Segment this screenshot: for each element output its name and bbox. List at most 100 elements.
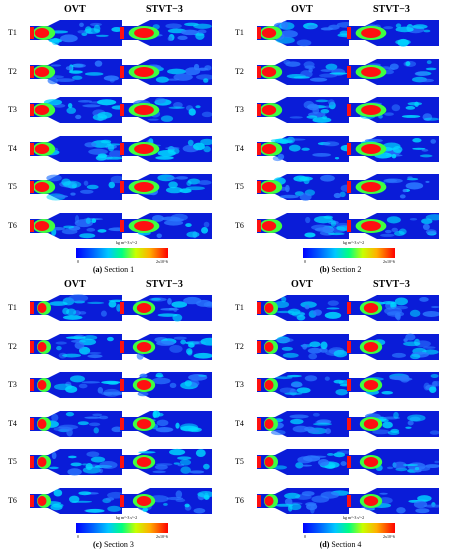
contour-panel bbox=[120, 211, 212, 241]
subfigure-caption: (b) Section 2 bbox=[227, 265, 454, 274]
colorbar-unit: kg m^-3 s^-2 bbox=[116, 515, 138, 520]
caption-text: Section 4 bbox=[329, 540, 362, 549]
contour-panel bbox=[120, 172, 212, 202]
contour-panel bbox=[30, 57, 122, 87]
colorbar bbox=[76, 248, 168, 258]
column-heading: OVT bbox=[64, 279, 86, 290]
contour-panel bbox=[347, 95, 439, 125]
contour-panel bbox=[257, 172, 349, 202]
caption-text: Section 2 bbox=[329, 265, 362, 274]
column-heading: STVT−3 bbox=[146, 4, 183, 15]
row-label: T2 bbox=[235, 341, 244, 351]
column-heading: OVT bbox=[64, 4, 86, 15]
contour-panel bbox=[30, 332, 122, 362]
contour-panel bbox=[257, 370, 349, 400]
contour-panel bbox=[347, 370, 439, 400]
colorbar-unit: kg m^-3 s^-2 bbox=[116, 240, 138, 245]
colorbar-min-label: 0 bbox=[77, 259, 79, 264]
row-label: T4 bbox=[8, 418, 17, 428]
contour-panel bbox=[347, 134, 439, 164]
contour-panel bbox=[30, 18, 122, 48]
row-label: T6 bbox=[235, 220, 244, 230]
contour-panel bbox=[120, 486, 212, 516]
contour-panel bbox=[30, 447, 122, 477]
row-label: T1 bbox=[8, 28, 17, 37]
colorbar-min-label: 0 bbox=[77, 534, 79, 539]
contour-panel bbox=[347, 447, 439, 477]
caption-tag: (b) bbox=[319, 265, 330, 274]
contour-panel bbox=[257, 18, 349, 48]
column-heading: OVT bbox=[291, 4, 313, 15]
colorbar bbox=[303, 248, 395, 258]
colorbar-unit: kg m^-3 s^-2 bbox=[343, 240, 365, 245]
column-heading: OVT bbox=[291, 279, 313, 290]
row-label: T2 bbox=[8, 341, 17, 351]
row-label: T2 bbox=[8, 66, 17, 76]
row-label: T1 bbox=[235, 28, 244, 37]
contour-panel bbox=[257, 95, 349, 125]
row-label: T5 bbox=[235, 182, 244, 191]
contour-panel bbox=[30, 370, 122, 400]
contour-panel bbox=[257, 409, 349, 439]
row-label: T6 bbox=[8, 495, 17, 505]
row-label: T6 bbox=[8, 220, 17, 230]
caption-tag: (a) bbox=[92, 265, 103, 274]
row-label: T1 bbox=[235, 303, 244, 312]
contour-panel bbox=[257, 57, 349, 87]
row-label: T4 bbox=[235, 418, 244, 428]
contour-panel bbox=[257, 332, 349, 362]
contour-panel bbox=[30, 409, 122, 439]
row-label: T3 bbox=[8, 380, 17, 389]
subfigure-caption: (a) Section 1 bbox=[0, 265, 227, 274]
quadrant-section-2: OVT STVT−3 T1 T2 T3 T4 T5 T6 kg m^-3 s^-2 0 2x10^6… bbox=[227, 0, 454, 275]
row-label: T4 bbox=[235, 143, 244, 153]
contour-panel bbox=[347, 293, 439, 323]
contour-panel bbox=[257, 447, 349, 477]
contour-panel bbox=[120, 332, 212, 362]
contour-panel bbox=[120, 95, 212, 125]
row-label: T5 bbox=[8, 457, 17, 466]
contour-panel bbox=[347, 172, 439, 202]
colorbar-max-label: 2x10^6 bbox=[383, 259, 395, 264]
row-label: T5 bbox=[235, 457, 244, 466]
quadrant-section-3: OVT STVT−3 T1 T2 T3 T4 T5 T6 kg m^-3 s^-2 0 2x10^6… bbox=[0, 275, 227, 550]
row-label: T2 bbox=[235, 66, 244, 76]
contour-panel bbox=[347, 486, 439, 516]
caption-tag: (c) bbox=[93, 540, 102, 549]
subfigure-caption: (c) Section 3 bbox=[0, 540, 227, 549]
caption-text: Section 1 bbox=[102, 265, 135, 274]
contour-panel bbox=[30, 134, 122, 164]
colorbar-max-label: 2x10^6 bbox=[156, 259, 168, 264]
contour-panel bbox=[347, 409, 439, 439]
column-heading: STVT−3 bbox=[373, 279, 410, 290]
row-label: T5 bbox=[8, 182, 17, 191]
contour-panel bbox=[347, 18, 439, 48]
colorbar-min-label: 0 bbox=[304, 259, 306, 264]
contour-panel bbox=[120, 57, 212, 87]
contour-panel bbox=[120, 293, 212, 323]
contour-panel bbox=[120, 447, 212, 477]
contour-panel bbox=[30, 95, 122, 125]
row-label: T6 bbox=[235, 495, 244, 505]
colorbar-max-label: 2x10^6 bbox=[383, 534, 395, 539]
contour-panel bbox=[257, 134, 349, 164]
row-label: T1 bbox=[8, 303, 17, 312]
caption-text: Section 3 bbox=[101, 540, 134, 549]
colorbar-min-label: 0 bbox=[304, 534, 306, 539]
column-heading: STVT−3 bbox=[146, 279, 183, 290]
contour-panel bbox=[257, 486, 349, 516]
caption-tag: (d) bbox=[319, 540, 330, 549]
contour-panel bbox=[347, 332, 439, 362]
row-label: T3 bbox=[8, 105, 17, 114]
row-label: T3 bbox=[235, 105, 244, 114]
row-label: T3 bbox=[235, 380, 244, 389]
colorbar bbox=[303, 523, 395, 533]
contour-panel bbox=[257, 211, 349, 241]
column-heading: STVT−3 bbox=[373, 4, 410, 15]
colorbar-unit: kg m^-3 s^-2 bbox=[343, 515, 365, 520]
contour-panel bbox=[347, 57, 439, 87]
contour-panel bbox=[120, 409, 212, 439]
subfigure-caption: (d) Section 4 bbox=[227, 540, 454, 549]
colorbar-max-label: 2x10^6 bbox=[156, 534, 168, 539]
contour-panel bbox=[30, 172, 122, 202]
